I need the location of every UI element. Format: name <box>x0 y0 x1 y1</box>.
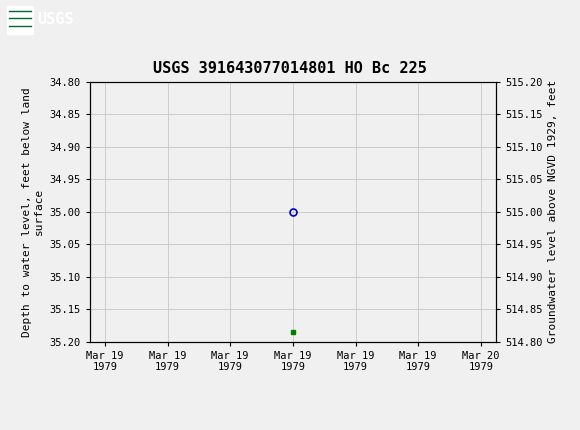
Y-axis label: Depth to water level, feet below land
surface: Depth to water level, feet below land su… <box>23 87 44 337</box>
Text: USGS 391643077014801 HO Bc 225: USGS 391643077014801 HO Bc 225 <box>153 61 427 77</box>
Bar <box>7 6 33 34</box>
Y-axis label: Groundwater level above NGVD 1929, feet: Groundwater level above NGVD 1929, feet <box>548 80 558 344</box>
Text: USGS: USGS <box>38 12 74 28</box>
